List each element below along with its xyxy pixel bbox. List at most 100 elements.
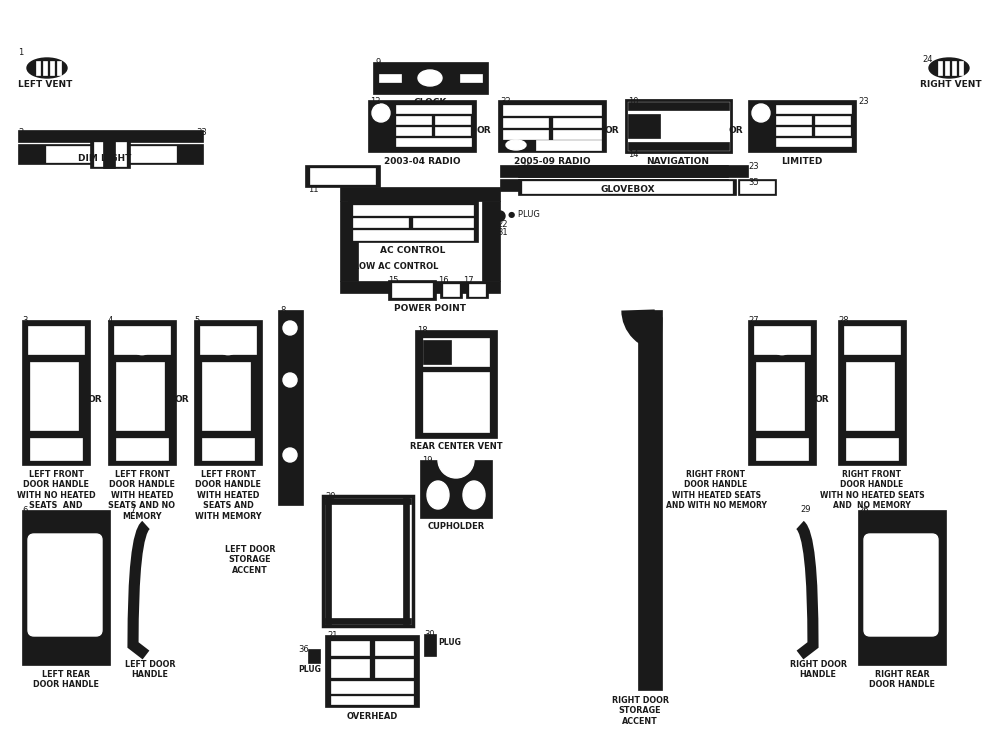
Text: OR: OR (815, 395, 829, 404)
Bar (536, 140, 601, 150)
Text: ● PLUG: ● PLUG (508, 210, 540, 219)
Bar (738, 179, 776, 195)
Bar (846, 362, 894, 430)
Text: LEFT FRONT
DOOR HANDLE
WITH NO HEATED
SEATS  AND
NO MEMORY: LEFT FRONT DOOR HANDLE WITH NO HEATED SE… (17, 470, 95, 520)
Bar (18, 130, 203, 142)
Text: LEFT DOOR
STORAGE
ACCENT: LEFT DOOR STORAGE ACCENT (225, 545, 275, 574)
Bar (482, 201, 500, 281)
Text: 24: 24 (922, 55, 932, 64)
Bar (368, 100, 476, 152)
Bar (308, 649, 320, 663)
Text: 2: 2 (18, 128, 23, 137)
Bar (776, 105, 851, 113)
Bar (748, 100, 856, 152)
Bar (838, 320, 906, 465)
Text: 32: 32 (500, 97, 511, 106)
Text: 22: 22 (497, 220, 508, 229)
Bar (22, 510, 110, 665)
Text: 25: 25 (640, 556, 650, 565)
Bar (94, 142, 126, 166)
Text: 34: 34 (520, 162, 531, 171)
Ellipse shape (506, 140, 526, 150)
Bar (628, 142, 729, 150)
Ellipse shape (283, 373, 297, 387)
Bar (466, 282, 488, 298)
Bar (435, 127, 470, 135)
Text: 1: 1 (18, 48, 23, 57)
Text: 8: 8 (280, 306, 285, 315)
Bar (375, 659, 413, 677)
Text: 36: 36 (298, 645, 309, 654)
Wedge shape (438, 460, 474, 478)
Bar (518, 179, 736, 195)
Text: LEFT VENT: LEFT VENT (18, 80, 72, 89)
Text: 7: 7 (130, 505, 135, 514)
Bar (503, 105, 601, 115)
FancyBboxPatch shape (28, 534, 102, 636)
Text: LEFT FRONT
DOOR HANDLE
WITH HEATED
SEATS AND NO
MEMORY: LEFT FRONT DOOR HANDLE WITH HEATED SEATS… (108, 470, 176, 520)
Bar (46, 146, 176, 162)
Text: POWER POINT: POWER POINT (394, 304, 466, 313)
Text: 9: 9 (376, 58, 381, 67)
Text: 35: 35 (748, 178, 759, 187)
Text: 29: 29 (800, 505, 810, 514)
Text: 2003-04 RADIO: 2003-04 RADIO (384, 157, 460, 166)
Bar (379, 74, 401, 82)
Bar (435, 116, 470, 124)
Bar (353, 218, 408, 227)
Ellipse shape (929, 58, 969, 78)
Bar (331, 641, 369, 655)
Bar (36, 61, 40, 75)
Bar (331, 681, 413, 693)
Bar (278, 310, 303, 505)
Text: PLUG: PLUG (438, 638, 461, 647)
Bar (30, 362, 78, 430)
Text: 10: 10 (628, 97, 639, 106)
Text: 26: 26 (858, 506, 869, 515)
Text: 23: 23 (748, 162, 759, 171)
Bar (388, 280, 436, 300)
Text: 4: 4 (108, 316, 113, 325)
Text: BELOW AC CONTROL: BELOW AC CONTROL (342, 262, 438, 271)
Bar (114, 326, 170, 354)
Bar (423, 338, 489, 366)
Bar (498, 100, 606, 152)
Text: PLUG: PLUG (298, 665, 321, 674)
Bar (325, 498, 411, 504)
Bar (305, 165, 380, 187)
Text: GLOVEBOX: GLOVEBOX (601, 185, 655, 194)
Text: 6: 6 (22, 506, 27, 515)
Text: OVERHEAD: OVERHEAD (346, 712, 398, 721)
Bar (202, 362, 250, 430)
Bar (28, 326, 84, 354)
Text: RIGHT FRONT
DOOR HANDLE
WITH HEATED SEATS
AND WITH NO MEMORY: RIGHT FRONT DOOR HANDLE WITH HEATED SEAT… (666, 470, 766, 510)
Bar (90, 140, 130, 168)
Text: 5: 5 (194, 316, 199, 325)
Ellipse shape (283, 321, 297, 335)
Text: 27: 27 (748, 316, 759, 325)
Text: OR: OR (605, 126, 619, 135)
Bar (844, 326, 900, 354)
Text: 28: 28 (838, 316, 849, 325)
Bar (553, 118, 601, 127)
Text: REAR CENTER VENT: REAR CENTER VENT (410, 442, 502, 451)
Bar (200, 326, 256, 354)
Bar (756, 438, 808, 460)
Ellipse shape (283, 448, 297, 462)
Bar (392, 283, 432, 297)
Ellipse shape (27, 58, 67, 78)
Bar (18, 144, 203, 164)
Bar (325, 498, 331, 624)
Bar (503, 130, 548, 139)
Ellipse shape (372, 104, 390, 122)
Text: CUPHOLDER: CUPHOLDER (427, 522, 485, 531)
Text: LEFT REAR
DOOR HANDLE: LEFT REAR DOOR HANDLE (33, 670, 99, 689)
Bar (420, 460, 492, 518)
Text: 17: 17 (463, 276, 474, 285)
Text: RIGHT VENT: RIGHT VENT (920, 80, 982, 89)
Text: 21: 21 (327, 631, 338, 640)
Text: RIGHT REAR
DOOR HANDLE: RIGHT REAR DOOR HANDLE (869, 670, 935, 689)
Bar (50, 61, 54, 75)
Bar (756, 362, 804, 430)
Bar (776, 116, 811, 124)
